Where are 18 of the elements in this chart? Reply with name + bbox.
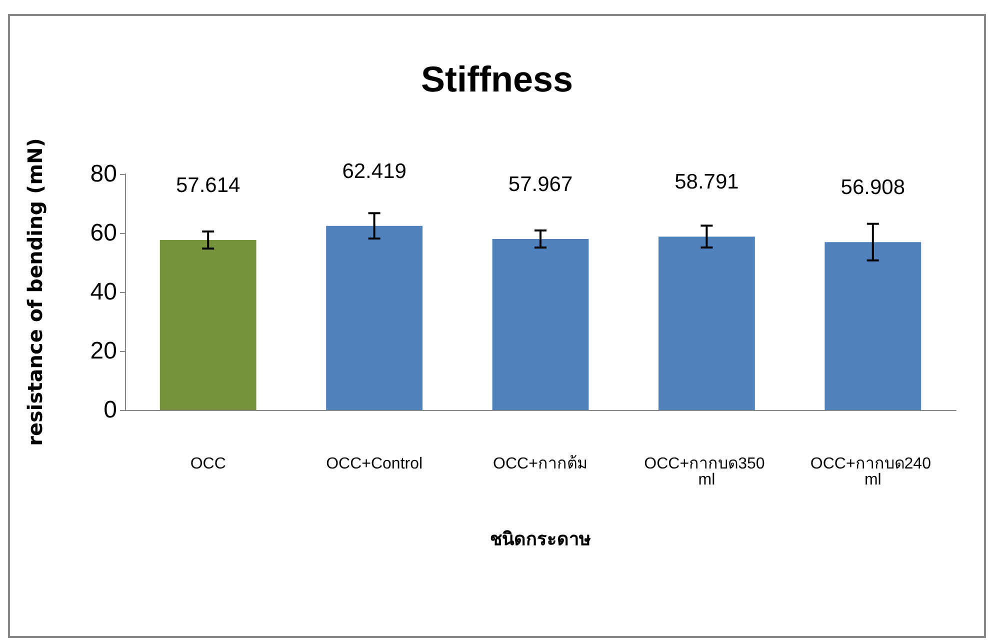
data-label: 62.419	[342, 160, 406, 183]
x-tick-label: OCC	[190, 456, 226, 472]
x-tick-label: OCC+กากบด240 ml	[810, 456, 936, 488]
y-tick-label: 40	[90, 278, 117, 306]
y-tick-label: 60	[90, 220, 117, 246]
y-tick-label: 80	[90, 160, 117, 188]
x-tick-label: OCC+Control	[326, 456, 423, 472]
x-axis-title: ชนิดกระดาษ	[490, 529, 591, 549]
data-label: 58.791	[674, 170, 739, 194]
data-label: 57.614	[176, 174, 241, 198]
data-label: 56.908	[840, 176, 906, 200]
data-label: 57.967	[508, 172, 573, 196]
y-tick-label: 20	[90, 338, 117, 364]
y-axis-title: resistance of bending (mN)	[23, 138, 47, 446]
chart-title: Stiffness	[420, 58, 574, 100]
x-tick-label: OCC+กากต้ม	[493, 454, 588, 472]
x-tick-label: OCC+กากบด350 ml	[644, 456, 770, 488]
y-tick-label: 0	[104, 396, 117, 424]
